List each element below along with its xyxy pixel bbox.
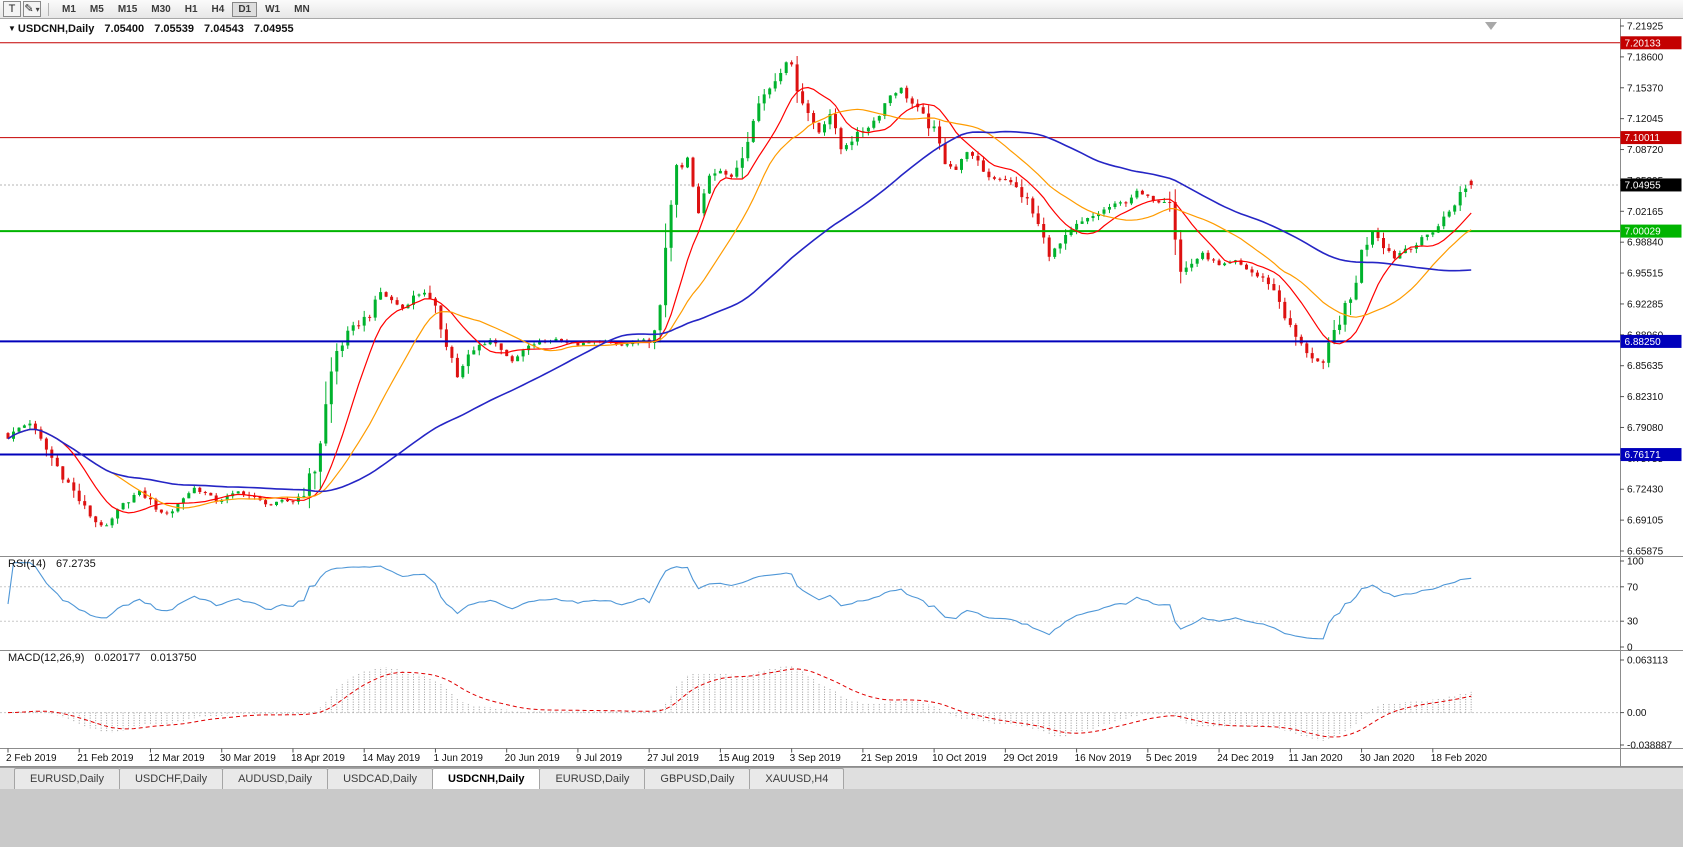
- svg-text:6.79080: 6.79080: [1627, 423, 1664, 434]
- svg-text:16 Nov 2019: 16 Nov 2019: [1075, 753, 1132, 764]
- high-value: 7.05539: [154, 23, 194, 35]
- svg-text:7.00029: 7.00029: [1625, 227, 1662, 238]
- svg-text:6.72430: 6.72430: [1627, 485, 1664, 496]
- svg-text:6.98840: 6.98840: [1627, 238, 1664, 249]
- svg-text:7.08720: 7.08720: [1627, 145, 1664, 156]
- svg-text:6.82310: 6.82310: [1627, 392, 1664, 403]
- bottom-area: [0, 789, 1683, 847]
- rsi-value: 67.2735: [55, 558, 96, 570]
- symbol-name: USDCNH,Daily: [17, 23, 95, 35]
- svg-text:18 Feb 2020: 18 Feb 2020: [1431, 753, 1488, 764]
- macd-header: MACD(12,26,9) 0.020177 0.013750: [8, 652, 196, 664]
- svg-text:21 Sep 2019: 21 Sep 2019: [861, 753, 918, 764]
- chart-tab-usdchf-daily[interactable]: USDCHF,Daily: [118, 768, 224, 789]
- time-axis[interactable]: 2 Feb 2019 21 Feb 2019 12 Mar 2019 30 Mar 2…: [6, 748, 1488, 765]
- chart-tab-eurusd-daily[interactable]: EURUSD,Daily: [539, 768, 646, 789]
- symbol-collapse-icon: ▼: [8, 24, 16, 33]
- svg-text:24 Dec 2019: 24 Dec 2019: [1217, 753, 1274, 764]
- svg-text:6.85635: 6.85635: [1627, 361, 1664, 372]
- chart-tab-bar: EURUSD,Daily USDCHF,Daily AUDUSD,Daily USDC…: [0, 767, 1683, 789]
- timeframe-button-h1[interactable]: H1: [179, 2, 204, 17]
- svg-text:29 Oct 2019: 29 Oct 2019: [1003, 753, 1058, 764]
- svg-text:7.18600: 7.18600: [1627, 52, 1664, 63]
- timeframe-group: M1 M5 M15 M30 H1 H4 D1 W1 MN: [56, 1, 316, 17]
- timeframe-button-m30[interactable]: M30: [145, 2, 176, 17]
- text-tool-button[interactable]: T: [3, 1, 21, 17]
- timeframe-button-m5[interactable]: M5: [84, 2, 110, 17]
- horizontal-levels[interactable]: [0, 42, 1620, 456]
- svg-text:7.20133: 7.20133: [1625, 38, 1662, 49]
- timeframe-button-h4[interactable]: H4: [206, 2, 231, 17]
- svg-text:18 Apr 2019: 18 Apr 2019: [291, 753, 345, 764]
- macd-title: MACD(12,26,9): [8, 652, 85, 664]
- svg-text:12 Mar 2019: 12 Mar 2019: [148, 753, 205, 764]
- low-value: 7.04543: [204, 23, 244, 35]
- timeframe-button-mn[interactable]: MN: [288, 2, 316, 17]
- rsi-title: RSI(14): [8, 558, 46, 570]
- svg-text:20 Jun 2019: 20 Jun 2019: [505, 753, 560, 764]
- svg-text:1 Jun 2019: 1 Jun 2019: [433, 753, 483, 764]
- chart-tab-audusd-daily[interactable]: AUDUSD,Daily: [222, 768, 329, 789]
- chart-tab-usdcad-daily[interactable]: USDCAD,Daily: [327, 768, 434, 789]
- chart-tab-gbpusd-daily[interactable]: GBPUSD,Daily: [644, 768, 751, 789]
- toolbar-separator: [48, 2, 49, 16]
- svg-text:-0.038887: -0.038887: [1627, 741, 1672, 752]
- svg-text:2 Feb 2019: 2 Feb 2019: [6, 753, 57, 764]
- chart-tab-eurusd-daily[interactable]: EURUSD,Daily: [14, 768, 120, 789]
- chart-tab-xauusd-h4[interactable]: XAUUSD,H4: [749, 768, 845, 789]
- svg-text:15 Aug 2019: 15 Aug 2019: [718, 753, 775, 764]
- svg-text:7.02165: 7.02165: [1627, 207, 1664, 218]
- svg-text:30 Jan 2020: 30 Jan 2020: [1360, 753, 1415, 764]
- svg-text:11 Jan 2020: 11 Jan 2020: [1288, 753, 1343, 764]
- svg-text:6.69105: 6.69105: [1627, 516, 1664, 527]
- open-value: 7.05400: [104, 23, 145, 35]
- svg-text:6.95515: 6.95515: [1627, 269, 1664, 280]
- svg-text:5 Dec 2019: 5 Dec 2019: [1146, 753, 1198, 764]
- timeframe-button-w1[interactable]: W1: [259, 2, 286, 17]
- timeframe-button-m15[interactable]: M15: [112, 2, 143, 17]
- svg-text:6.88250: 6.88250: [1625, 337, 1662, 348]
- svg-text:27 Jul 2019: 27 Jul 2019: [647, 753, 699, 764]
- svg-text:70: 70: [1627, 582, 1639, 593]
- dropdown-arrow-icon: ▾: [35, 4, 40, 14]
- pencil-icon: ✎: [24, 2, 34, 15]
- rsi-panel: 100 70 30 0: [0, 557, 1644, 654]
- timeframe-button-m1[interactable]: M1: [56, 2, 82, 17]
- close-value: 7.04955: [253, 23, 294, 35]
- chart-tab-usdcnh-daily[interactable]: USDCNH,Daily: [432, 768, 541, 789]
- rsi-header: RSI(14) 67.2735: [8, 558, 96, 570]
- ohlc-header: ▼ USDCNH,Daily 7.05400 7.05539 7.04543 7.…: [8, 23, 294, 35]
- macd-signal-value: 0.013750: [150, 652, 197, 664]
- svg-text:7.15370: 7.15370: [1627, 83, 1664, 94]
- ma-lines: [7, 86, 1472, 514]
- svg-text:10 Oct 2019: 10 Oct 2019: [932, 753, 987, 764]
- svg-text:0: 0: [1627, 643, 1633, 654]
- price-tags: 7.20133 7.10011 7.00029 6.88250 6.76171 7.049…: [1620, 36, 1682, 462]
- svg-text:30 Mar 2019: 30 Mar 2019: [220, 753, 277, 764]
- svg-text:7.04955: 7.04955: [1625, 180, 1662, 191]
- draw-tool-button[interactable]: ✎ ▾: [23, 1, 41, 17]
- svg-text:0.00: 0.00: [1627, 708, 1647, 719]
- svg-text:30: 30: [1627, 617, 1639, 628]
- main-toolbar: T ✎ ▾ M1 M5 M15 M30 H1 H4 D1 W1 MN: [0, 0, 1683, 19]
- svg-text:3 Sep 2019: 3 Sep 2019: [790, 753, 842, 764]
- svg-text:14 May 2019: 14 May 2019: [362, 753, 420, 764]
- svg-text:6.65875: 6.65875: [1627, 547, 1664, 558]
- svg-text:21 Feb 2019: 21 Feb 2019: [77, 753, 134, 764]
- svg-text:9 Jul 2019: 9 Jul 2019: [576, 753, 623, 764]
- macd-panel: 0.063113 0.00 -0.038887: [0, 656, 1672, 752]
- timeframe-button-d1[interactable]: D1: [232, 1, 258, 17]
- svg-text:7.12045: 7.12045: [1627, 114, 1664, 125]
- svg-text:7.10011: 7.10011: [1625, 133, 1661, 144]
- svg-text:0.063113: 0.063113: [1627, 656, 1668, 667]
- svg-text:100: 100: [1627, 557, 1644, 568]
- svg-text:7.21925: 7.21925: [1627, 22, 1664, 33]
- svg-text:6.76171: 6.76171: [1625, 450, 1662, 461]
- macd-main-value: 0.020177: [94, 652, 141, 664]
- svg-text:6.92285: 6.92285: [1627, 299, 1664, 310]
